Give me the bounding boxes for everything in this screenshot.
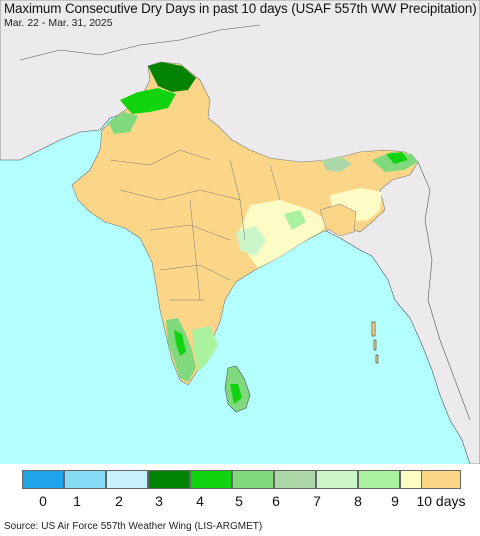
region-north-dark <box>148 62 196 92</box>
legend-swatch-5 <box>232 470 274 489</box>
legend-label-9: 9 <box>391 493 399 509</box>
legend-swatch-6 <box>274 470 316 489</box>
map-subtitle: Mar. 22 - Mar. 31, 2025 <box>4 17 113 29</box>
region-9days-east <box>240 200 330 268</box>
dry-days-map <box>0 0 480 464</box>
myanmar-border <box>417 161 471 421</box>
andaman-islands <box>371 321 379 364</box>
region-bangladesh <box>319 203 357 237</box>
legend-label-8: 8 <box>354 493 362 509</box>
legend-label-7: 7 <box>313 493 321 509</box>
legend-swatch-10 <box>421 470 461 489</box>
legend-label-1: 1 <box>73 493 81 509</box>
legend-swatch-2 <box>106 470 148 489</box>
region-ne-bright <box>386 152 408 164</box>
legend-label-3: 3 <box>155 493 163 509</box>
legend-label-2: 2 <box>115 493 123 509</box>
sri-lanka-wet <box>230 384 242 404</box>
region-north-mid <box>108 112 138 134</box>
north-border <box>19 24 261 61</box>
state-boundaries <box>109 149 281 301</box>
legend-swatch-4 <box>190 470 232 489</box>
legend-swatch-0 <box>22 470 64 489</box>
legend-label-10: 10 days <box>416 493 466 509</box>
region-7days-central <box>236 226 266 256</box>
map-title: Maximum Consecutive Dry Days in past 10 … <box>4 1 477 16</box>
legend-swatch-7 <box>316 470 358 489</box>
region-green-sw-bright <box>174 330 186 356</box>
region-north-bright <box>120 88 176 114</box>
legend-swatch-1 <box>64 470 106 489</box>
region-nepal-green <box>322 156 352 172</box>
region-8days-east <box>284 210 306 230</box>
region-green-south <box>192 326 218 372</box>
legend-label-4: 4 <box>196 493 204 509</box>
legend-swatch-8 <box>358 470 400 489</box>
source-credit: Source: US Air Force 557th Weather Wing … <box>4 521 263 532</box>
legend-label-6: 6 <box>272 493 280 509</box>
legend-label-0: 0 <box>39 493 47 509</box>
legend-swatch-3 <box>148 470 190 489</box>
legend-label-5: 5 <box>235 493 243 509</box>
